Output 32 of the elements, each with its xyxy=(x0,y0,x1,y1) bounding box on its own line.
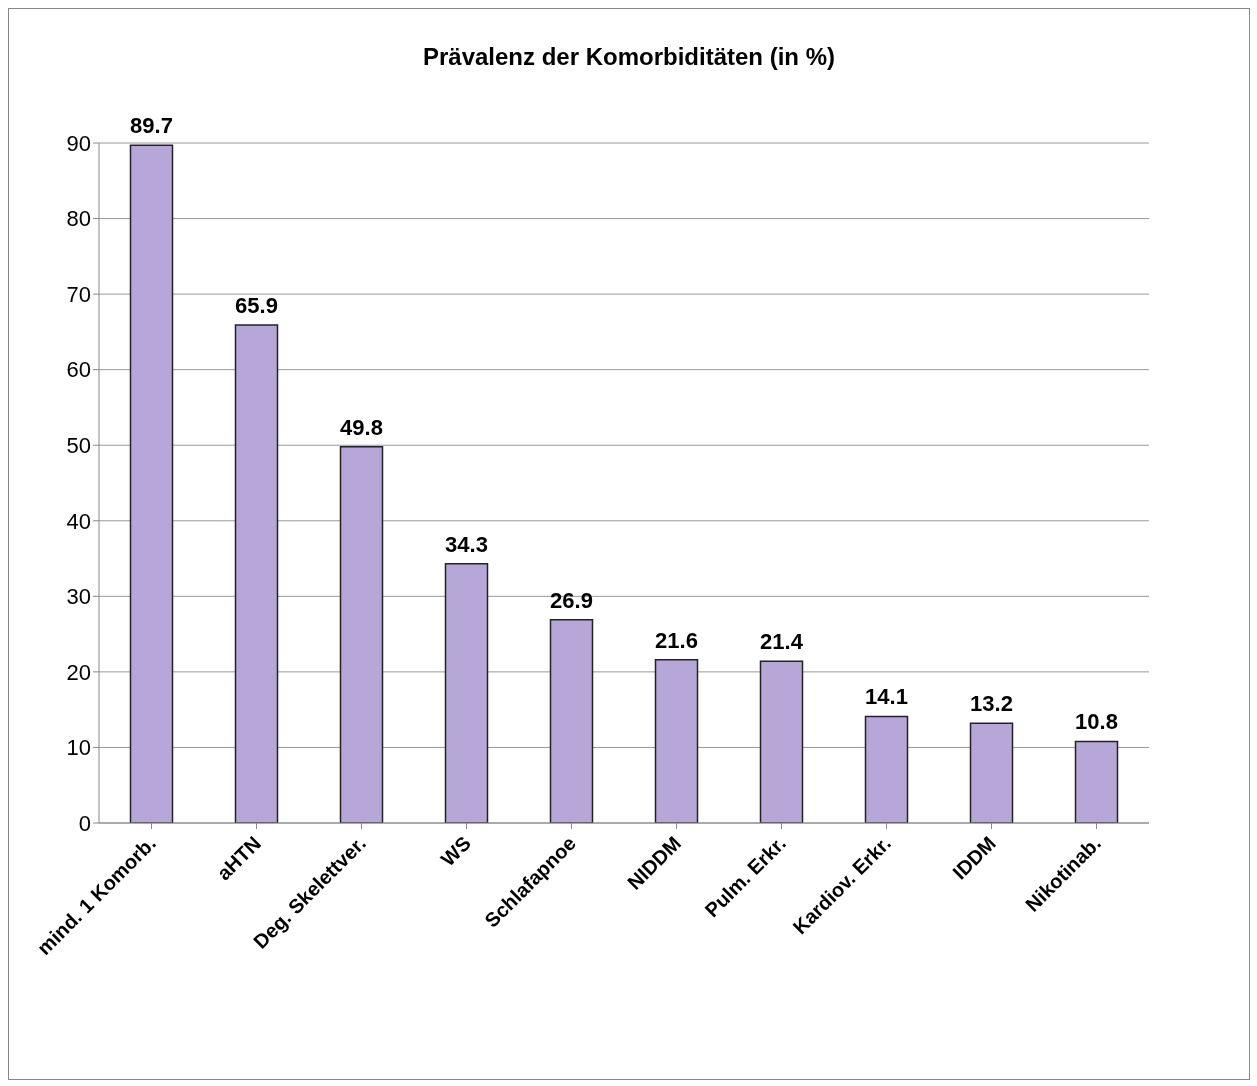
y-tick-label: 30 xyxy=(66,584,91,610)
data-label: 89.7 xyxy=(130,113,173,139)
data-label: 13.2 xyxy=(970,691,1013,717)
y-tick-label: 70 xyxy=(66,281,91,307)
bar xyxy=(969,722,1014,823)
bar xyxy=(654,659,699,823)
y-tick-label: 10 xyxy=(66,735,91,761)
data-label: 21.6 xyxy=(655,627,698,653)
bar xyxy=(444,563,489,823)
bar xyxy=(339,445,384,823)
data-label: 49.8 xyxy=(340,414,383,440)
y-tick-label: 40 xyxy=(66,508,91,534)
bar xyxy=(1074,740,1119,823)
y-tick-label: 60 xyxy=(66,357,91,383)
bar xyxy=(549,619,594,823)
chart-title: Prävalenz der Komorbiditäten (in %) xyxy=(421,42,837,72)
data-label: 26.9 xyxy=(550,587,593,613)
data-label: 14.1 xyxy=(865,684,908,710)
bar xyxy=(129,144,174,823)
bar xyxy=(234,324,279,823)
bar xyxy=(759,660,804,823)
data-label: 65.9 xyxy=(235,293,278,319)
y-tick-label: 50 xyxy=(66,433,91,459)
y-tick-label: 0 xyxy=(78,810,91,836)
data-label: 34.3 xyxy=(445,531,488,557)
y-tick-label: 80 xyxy=(66,206,91,232)
y-tick-label: 90 xyxy=(66,130,91,156)
bar xyxy=(864,715,909,823)
x-tick-label: WS xyxy=(436,831,475,871)
y-tick-label: 20 xyxy=(66,659,91,685)
data-label: 10.8 xyxy=(1075,709,1118,735)
data-label: 21.4 xyxy=(760,629,804,655)
